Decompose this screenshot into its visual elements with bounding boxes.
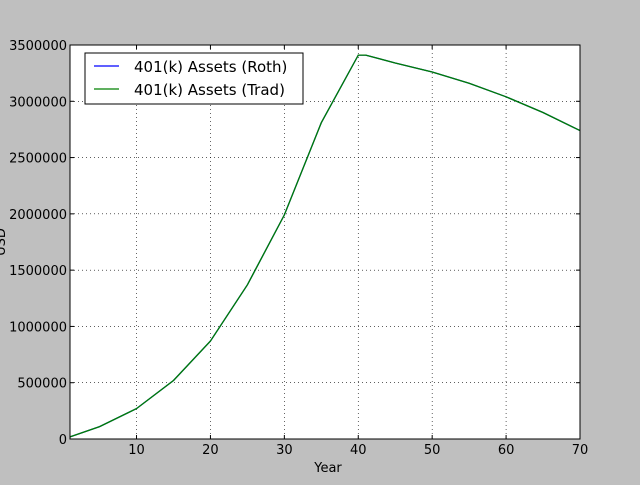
y-tick-label: 2000000 bbox=[9, 208, 67, 223]
y-axis-label: USD bbox=[0, 228, 9, 256]
x-tick-label: 40 bbox=[350, 443, 367, 458]
x-tick-label: 70 bbox=[572, 443, 589, 458]
plot-frame bbox=[69, 44, 581, 440]
y-tick-label: 1000000 bbox=[9, 320, 67, 335]
x-tick-label: 10 bbox=[128, 443, 145, 458]
x-axis-label: Year bbox=[313, 461, 342, 476]
series-lines bbox=[69, 54, 581, 438]
legend-label-trad: 401(k) Assets (Trad) bbox=[134, 81, 285, 99]
y-tick-label: 3500000 bbox=[9, 39, 67, 54]
x-tick-label: 30 bbox=[276, 443, 293, 458]
axis-ticks: 10 20 30 40 50 60 70 0 500000 1000000 1500000 20000… bbox=[9, 39, 588, 458]
legend-box bbox=[84, 52, 304, 105]
plot-background bbox=[70, 45, 580, 439]
y-tick-label: 3000000 bbox=[9, 95, 67, 110]
legend-label-roth: 401(k) Assets (Roth) bbox=[134, 58, 287, 76]
y-tick-label: 1500000 bbox=[9, 264, 67, 279]
y-tick-label: 0 bbox=[59, 433, 67, 448]
x-tick-label: 20 bbox=[202, 443, 219, 458]
y-tick-label: 2500000 bbox=[9, 152, 67, 167]
series-line-1 bbox=[69, 54, 581, 438]
x-tick-label: 60 bbox=[498, 443, 515, 458]
y-tick-label: 500000 bbox=[17, 377, 67, 392]
legend: 401(k) Assets (Roth) 401(k) Assets (Trad… bbox=[84, 52, 304, 105]
x-tick-label: 50 bbox=[424, 443, 441, 458]
